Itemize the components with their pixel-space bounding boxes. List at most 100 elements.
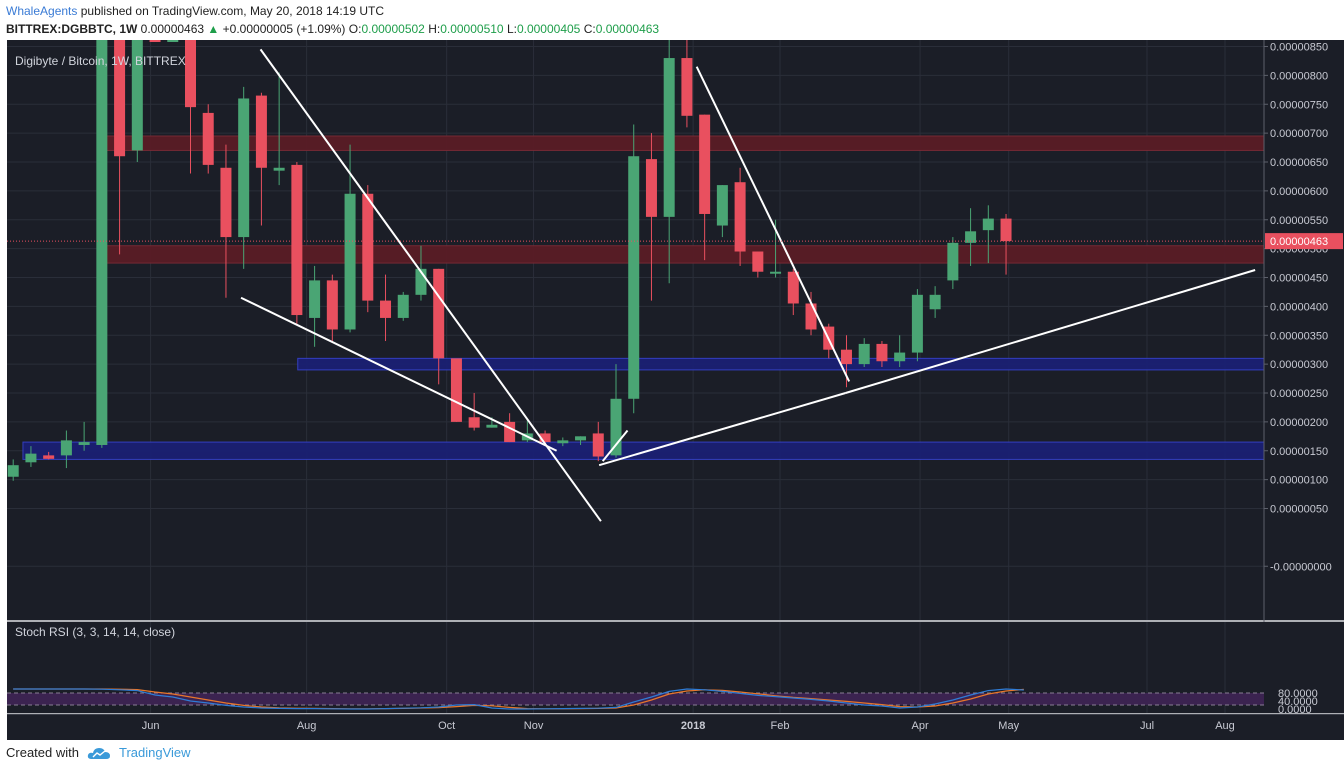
time-axis[interactable]: Jun Aug Oct Nov 2018 Feb Apr May Jul Aug	[7, 713, 1344, 740]
candle-body	[575, 436, 587, 441]
last-price-tag	[1265, 233, 1343, 250]
candle-up	[575, 436, 587, 445]
candle-down	[1000, 213, 1012, 275]
footer: Created with TradingView	[6, 745, 191, 760]
candle-down	[114, 40, 126, 255]
candle-body	[663, 58, 675, 217]
stoch-rsi-pane[interactable]: 0.000040.000080.0000 Stoch RSI (3, 3, 14,…	[7, 622, 1344, 716]
y-tick-label: 0.00000550	[1270, 215, 1328, 227]
indicator-title: Stoch RSI (3, 3, 14, 14, close)	[15, 625, 175, 639]
candle-down	[362, 185, 374, 313]
trendline	[259, 48, 602, 522]
candle-body	[184, 40, 196, 108]
created-with-text: Created with	[6, 745, 79, 760]
x-tick-label: Apr	[911, 720, 928, 732]
x-tick-label: May	[998, 720, 1019, 732]
x-tick-label: Jul	[1140, 720, 1154, 732]
rsi-tick-label: 40.0000	[1278, 696, 1318, 708]
candle-up	[610, 364, 622, 458]
y-tick-label: 0.00000750	[1270, 99, 1328, 111]
candle-body	[645, 159, 657, 217]
y-tick-label: 0.00000100	[1270, 475, 1328, 487]
candle-body	[96, 40, 108, 445]
open-value: 0.00000502	[361, 22, 425, 36]
candle-down	[433, 268, 445, 385]
published-text: published on TradingView.com, May 20, 20…	[80, 4, 385, 18]
trendline	[601, 429, 629, 462]
rsi-axis-background	[1264, 622, 1344, 713]
candle-body	[7, 465, 19, 477]
tradingview-link[interactable]: TradingView	[118, 745, 191, 760]
candle-body	[681, 58, 693, 116]
y-tick-label: 0.00000200	[1270, 417, 1328, 429]
x-tick-label: 2018	[681, 720, 705, 732]
candle-body	[805, 303, 817, 330]
y-tick-label: 0.00000700	[1270, 128, 1328, 140]
candle-body	[397, 294, 409, 318]
candle-up	[397, 291, 409, 321]
candle-up	[947, 237, 959, 290]
candle-body	[238, 98, 250, 238]
y-tick-label: 0.00000600	[1270, 186, 1328, 198]
low-label: L:	[506, 22, 517, 36]
y-tick-label: -0.00000000	[1270, 561, 1332, 573]
candle-body	[504, 421, 516, 443]
candle-down	[220, 144, 232, 298]
x-tick-label: Aug	[297, 720, 317, 732]
candle-down	[787, 268, 799, 316]
rsi-band	[7, 693, 1264, 705]
author-link[interactable]: WhaleAgents	[6, 4, 78, 18]
y-tick-label: 0.00000800	[1270, 70, 1328, 82]
x-tick-label: Oct	[438, 720, 455, 732]
candle-body	[202, 112, 214, 165]
candle-body	[716, 185, 728, 226]
y-tick-label: 0.00000050	[1270, 504, 1328, 516]
candle-down	[43, 451, 55, 460]
resistance-zone	[102, 135, 1265, 151]
candle-body	[557, 440, 569, 444]
candle-up	[167, 40, 179, 42]
x-tick-label: Aug	[1215, 720, 1235, 732]
candle-body	[131, 40, 143, 151]
price-axis-background	[1264, 40, 1344, 620]
trendline	[240, 296, 558, 452]
support-zone	[297, 357, 1265, 371]
rsi-tick-label: 80.0000	[1278, 688, 1318, 700]
price-pane[interactable]: -0.00000000 0.00000050 0.00000100 0.0000015…	[7, 40, 1344, 713]
close-value: 0.00000463	[595, 22, 660, 36]
stoch-rsi-k-line	[13, 688, 1024, 710]
candle-down	[380, 274, 392, 342]
candle-up	[894, 335, 906, 368]
candle-up	[60, 430, 72, 469]
y-tick-label: 0.00000650	[1270, 157, 1328, 169]
candle-down	[291, 162, 303, 324]
candle-body	[149, 40, 161, 42]
candle-down	[326, 274, 338, 342]
candle-body	[114, 40, 126, 157]
candle-body	[840, 349, 852, 365]
candle-up	[858, 338, 870, 368]
rsi-tick-label: 0.0000	[1278, 704, 1312, 716]
candle-body	[43, 455, 55, 459]
candle-body	[539, 433, 551, 443]
candle-body	[255, 95, 267, 168]
open-label: O:	[348, 22, 362, 36]
x-tick-label: Nov	[524, 720, 544, 732]
candle-body	[1000, 218, 1012, 242]
candle-body	[929, 294, 941, 310]
last-price-text: 0.00000463	[140, 22, 205, 36]
candle-up	[131, 40, 143, 162]
candle-body	[699, 114, 711, 214]
candle-body	[592, 433, 604, 457]
y-tick-label: 0.00000400	[1270, 301, 1328, 313]
candle-body	[362, 193, 374, 301]
candle-body	[911, 294, 923, 353]
candle-body	[628, 156, 640, 399]
candle-body	[770, 271, 782, 274]
price-chart[interactable]: -0.00000000 0.00000050 0.00000100 0.0000015…	[0, 40, 1344, 740]
y-tick-label: 0.00000450	[1270, 273, 1328, 285]
high-label: H:	[428, 22, 441, 36]
close-label: C:	[583, 22, 596, 36]
candle-body	[326, 280, 338, 330]
candle-body	[468, 417, 480, 428]
